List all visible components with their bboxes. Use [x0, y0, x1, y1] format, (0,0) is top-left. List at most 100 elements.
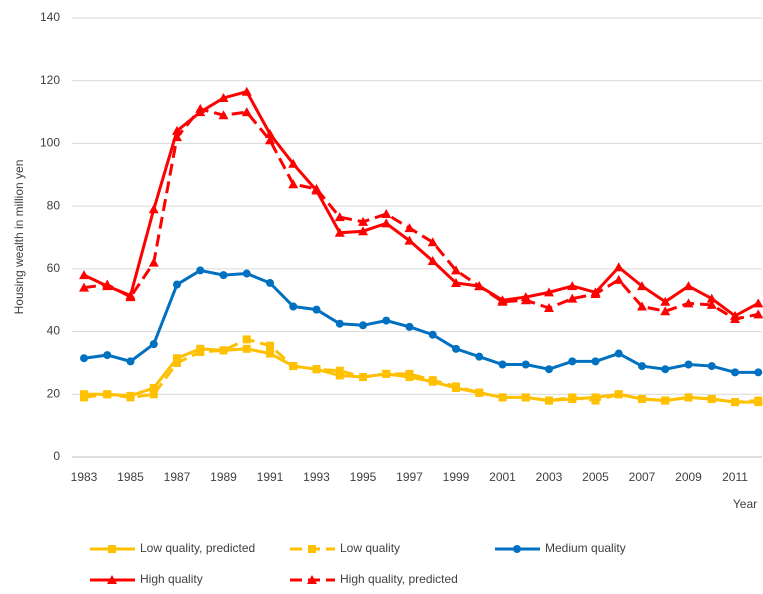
data-point [334, 227, 345, 237]
data-point [404, 235, 415, 245]
data-point [335, 319, 344, 328]
data-point [706, 293, 717, 303]
data-point [288, 179, 299, 189]
data-point [661, 365, 670, 374]
x-tick-label: 2007 [629, 470, 656, 484]
legend-marker [108, 545, 116, 553]
data-point [452, 344, 460, 353]
data-point [545, 365, 553, 374]
x-tick-label: 2001 [489, 470, 516, 484]
data-point [359, 321, 367, 330]
data-point [451, 265, 461, 275]
data-point [590, 288, 601, 298]
data-point [498, 393, 507, 402]
data-point [195, 103, 206, 113]
data-point [266, 341, 274, 350]
data-point [451, 277, 461, 287]
data-point [754, 396, 763, 405]
data-point [521, 360, 530, 369]
x-tick-label: 2009 [675, 470, 702, 484]
data-point [637, 281, 647, 291]
data-point [358, 226, 368, 236]
data-point [706, 299, 717, 309]
data-point [404, 223, 415, 233]
data-point [80, 354, 88, 363]
data-point [591, 396, 600, 405]
data-point [103, 351, 112, 360]
data-point [498, 360, 507, 369]
data-point [497, 296, 508, 306]
data-point [102, 279, 113, 289]
data-point [172, 132, 182, 142]
data-point [731, 398, 739, 407]
data-point [661, 396, 670, 405]
data-point [474, 281, 485, 291]
data-point [265, 135, 275, 145]
data-point [475, 388, 484, 397]
data-point [289, 362, 298, 371]
x-tick-label: 1999 [443, 470, 470, 484]
data-point [544, 303, 554, 313]
data-point [683, 281, 694, 291]
data-point [125, 292, 136, 302]
data-point [684, 393, 693, 402]
data-point [359, 373, 367, 382]
legend-label: Medium quality [545, 541, 626, 555]
data-point [545, 396, 553, 405]
data-point [683, 298, 694, 308]
data-point [452, 382, 460, 391]
data-point [312, 365, 321, 374]
data-point [567, 281, 578, 291]
data-point [196, 347, 205, 356]
x-tick-label: 1991 [257, 470, 284, 484]
data-point [382, 369, 391, 378]
data-point [266, 349, 274, 358]
legend-label: High quality [140, 572, 203, 586]
y-tick-label: 40 [47, 324, 61, 338]
data-point [148, 204, 159, 214]
data-point [79, 270, 89, 280]
x-tick-label: 2011 [722, 470, 748, 484]
data-point [381, 218, 392, 228]
data-point [241, 86, 252, 96]
x-tick-label: 1989 [210, 470, 237, 484]
data-point [312, 305, 321, 314]
data-point [684, 360, 693, 369]
data-point [173, 354, 181, 363]
data-point [428, 330, 437, 339]
data-point [242, 344, 251, 353]
data-point [149, 390, 158, 399]
data-point [218, 110, 229, 120]
y-tick-label: 120 [40, 73, 60, 87]
x-tick-label: 1985 [117, 470, 144, 484]
data-point [173, 280, 181, 289]
data-point [358, 216, 368, 226]
series-line [83, 89, 759, 318]
data-point [218, 92, 229, 102]
data-point [427, 256, 438, 266]
legend-label: Low quality, predicted [140, 541, 255, 555]
data-point [381, 208, 392, 218]
data-point [149, 384, 158, 393]
x-tick-label: 1987 [164, 470, 191, 484]
data-point [591, 357, 600, 366]
data-point [660, 306, 671, 316]
series-line [83, 337, 759, 404]
data-point [148, 257, 159, 267]
legend-marker [107, 575, 117, 584]
data-point [126, 357, 135, 366]
data-point [266, 278, 274, 287]
y-tick-label: 20 [47, 386, 61, 400]
legend-marker [307, 575, 317, 584]
data-point [520, 295, 531, 305]
series-line [83, 107, 759, 321]
data-point [613, 262, 624, 272]
data-point [405, 322, 414, 331]
data-point [335, 366, 344, 375]
y-tick-label: 80 [47, 198, 61, 212]
data-point [730, 314, 740, 324]
data-point [335, 371, 344, 380]
data-point [242, 269, 251, 278]
data-point [613, 274, 624, 284]
x-tick-label: 1983 [71, 470, 98, 484]
